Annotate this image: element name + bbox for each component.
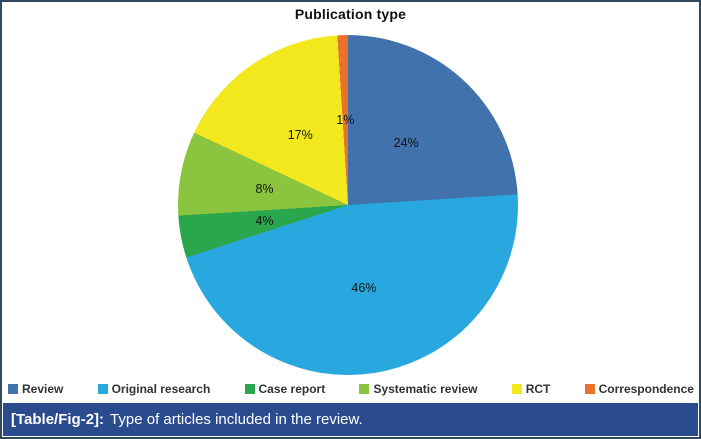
chart-title: Publication type xyxy=(294,6,407,22)
legend-label: Original research xyxy=(111,381,211,396)
legend-label: Systematic review xyxy=(373,381,478,396)
figure-caption-text: Type of articles included in the review. xyxy=(110,411,363,428)
legend-item-original-research: Original research xyxy=(97,381,211,396)
chart-legend: Review Original research Case report Sys… xyxy=(8,381,694,396)
legend-item-correspondence: Correspondence xyxy=(584,381,694,396)
legend-label: Review xyxy=(22,381,64,396)
legend-swatch xyxy=(584,383,595,394)
pie-percent-label: 1% xyxy=(336,113,355,128)
pie-percent-label: 24% xyxy=(393,136,419,151)
legend-item-systematic-review: Systematic review xyxy=(359,381,478,396)
legend-swatch xyxy=(511,383,522,394)
legend-item-rct: RCT xyxy=(511,381,551,396)
pie-percent-label: 46% xyxy=(351,281,377,296)
legend-swatch xyxy=(244,383,255,394)
figure-caption-bar: [Table/Fig-2]: Type of articles included… xyxy=(3,403,698,436)
pie-percent-label: 4% xyxy=(255,213,274,228)
figure-caption-tag: [Table/Fig-2]: xyxy=(11,411,105,428)
legend-swatch xyxy=(359,383,370,394)
pie-percent-label: 8% xyxy=(255,182,274,197)
legend-label: RCT xyxy=(525,381,551,396)
pie-percent-label: 17% xyxy=(287,127,313,142)
legend-item-case-report: Case report xyxy=(244,381,326,396)
legend-label: Correspondence xyxy=(598,381,694,396)
legend-label: Case report xyxy=(258,381,326,396)
pie-chart: 24% 46% 4% 8% 17% 1% xyxy=(178,35,518,375)
legend-item-review: Review xyxy=(8,382,63,396)
legend-swatch xyxy=(8,383,18,394)
legend-swatch xyxy=(97,383,108,394)
pie-circle xyxy=(178,35,518,375)
